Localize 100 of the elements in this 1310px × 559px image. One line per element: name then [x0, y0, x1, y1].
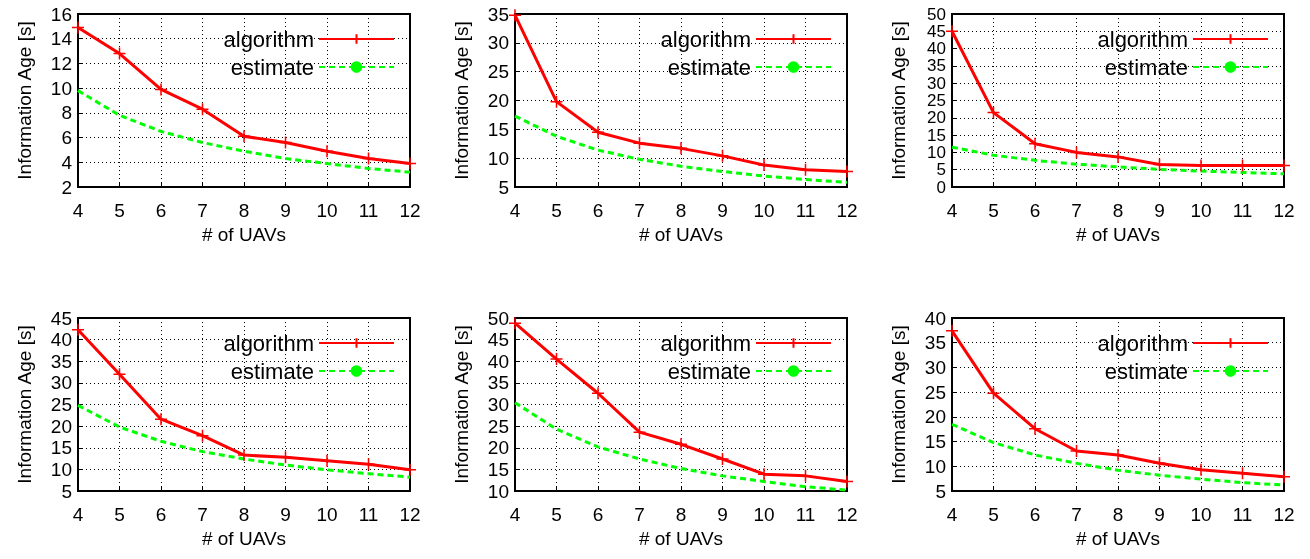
y-tick-label: 20	[927, 108, 946, 128]
y-axis-title: Information Age [s]	[888, 21, 909, 180]
y-tick-label: 0	[936, 177, 946, 197]
y-tick-label: 35	[487, 372, 509, 394]
x-tick-label: 12	[399, 200, 421, 221]
x-tick-label: 7	[1071, 504, 1082, 525]
x-tick-label: 8	[1112, 504, 1124, 525]
y-tick-label: 20	[487, 90, 509, 111]
y-axis-title: Information Age [s]	[451, 21, 472, 180]
y-axis-title: Information Age [s]	[888, 325, 909, 484]
y-tick-label: 40	[924, 307, 946, 329]
y-tick-label: 40	[487, 350, 509, 372]
legend-label: estimate	[1104, 358, 1188, 384]
y-tick-label: 30	[487, 394, 509, 415]
x-axis-title: # of UAVs	[638, 224, 724, 245]
y-tick-label: 4	[61, 151, 73, 173]
y-axis-title: Information Age [s]	[451, 325, 472, 484]
y-tick-label: 12	[50, 52, 72, 74]
x-axis-title: # of UAVs	[1075, 528, 1161, 549]
legend-label: estimate	[230, 358, 314, 384]
x-axis-title: # of UAVs	[201, 224, 287, 245]
x-tick-label: 5	[988, 504, 999, 525]
x-tick-label: 9	[280, 504, 291, 525]
x-tick-label: 12	[1273, 504, 1295, 525]
x-tick-label: 7	[1071, 200, 1082, 221]
x-tick-label: 12	[399, 504, 421, 525]
y-tick-label: 10	[924, 455, 946, 477]
x-tick-label: 7	[634, 200, 645, 221]
y-axis-title: Information Age [s]	[14, 325, 35, 484]
legend-label: estimate	[667, 54, 751, 80]
y-tick-label: 14	[50, 28, 73, 50]
x-axis-title: # of UAVs	[638, 528, 724, 549]
y-tick-label: 30	[927, 73, 946, 93]
y-tick-label: 25	[50, 394, 72, 415]
x-tick-label: 11	[358, 504, 379, 525]
x-tick-label: 9	[717, 504, 728, 525]
y-tick-label: 35	[927, 56, 946, 76]
x-tick-label: 6	[155, 504, 167, 525]
legend-label: estimate	[1104, 54, 1188, 80]
x-tick-label: 5	[551, 200, 562, 221]
x-tick-label: 10	[316, 200, 338, 221]
x-tick-label: 10	[753, 504, 775, 525]
y-tick-label: 30	[487, 32, 509, 54]
y-tick-label: 15	[924, 431, 946, 453]
y-tick-label: 20	[50, 415, 72, 437]
y-tick-label: 15	[50, 437, 72, 459]
x-tick-label: 6	[155, 200, 167, 221]
x-tick-label: 9	[717, 200, 728, 221]
x-tick-label: 9	[280, 200, 291, 221]
x-axis-title: # of UAVs	[201, 528, 287, 549]
legend-label: algorithm	[660, 330, 751, 356]
y-tick-label: 45	[487, 329, 509, 351]
y-tick-label: 5	[935, 480, 946, 502]
y-tick-label: 5	[498, 176, 509, 198]
y-tick-label: 10	[927, 142, 946, 162]
y-tick-label: 5	[61, 480, 72, 502]
y-tick-label: 50	[487, 307, 509, 329]
legend-label: algorithm	[660, 26, 751, 52]
y-tick-label: 2	[61, 176, 72, 198]
x-tick-label: 10	[753, 200, 775, 221]
x-tick-label: 7	[634, 504, 645, 525]
y-tick-label: 20	[487, 437, 509, 459]
y-tick-label: 10	[487, 147, 509, 169]
y-tick-label: 15	[487, 458, 509, 480]
x-tick-label: 11	[795, 504, 816, 525]
x-tick-label: 7	[197, 504, 208, 525]
x-tick-label: 11	[795, 200, 816, 221]
y-tick-label: 16	[50, 3, 72, 25]
x-tick-label: 6	[1029, 504, 1041, 525]
y-tick-label: 25	[927, 91, 946, 110]
y-tick-label: 40	[50, 329, 72, 351]
y-tick-label: 50	[927, 4, 946, 24]
x-tick-label: 11	[1232, 504, 1253, 525]
y-axis-title: Information Age [s]	[14, 21, 35, 180]
x-tick-label: 7	[197, 200, 208, 221]
y-tick-label: 15	[487, 118, 509, 140]
x-tick-label: 12	[836, 504, 858, 525]
y-tick-label: 35	[50, 350, 72, 372]
y-tick-label: 35	[924, 332, 946, 354]
x-tick-label: 9	[1154, 200, 1165, 221]
y-tick-label: 8	[61, 102, 72, 124]
legend-label: algorithm	[1097, 26, 1188, 52]
x-tick-label: 5	[114, 200, 125, 221]
x-tick-label: 8	[238, 200, 250, 221]
legend-label: estimate	[667, 358, 751, 384]
x-tick-label: 5	[551, 504, 562, 525]
x-tick-label: 6	[592, 504, 604, 525]
x-tick-label: 5	[988, 200, 999, 221]
y-tick-label: 25	[924, 381, 946, 403]
y-tick-label: 45	[927, 21, 946, 41]
x-axis-title: # of UAVs	[1075, 224, 1161, 245]
y-tick-label: 25	[487, 61, 509, 83]
y-tick-label: 35	[487, 3, 509, 25]
x-tick-label: 8	[1112, 200, 1124, 221]
legend-label: algorithm	[223, 26, 314, 52]
x-tick-label: 8	[675, 200, 687, 221]
y-tick-label: 30	[924, 356, 946, 378]
x-tick-label: 10	[316, 504, 338, 525]
x-tick-label: 6	[592, 200, 604, 221]
y-tick-label: 5	[936, 160, 946, 180]
